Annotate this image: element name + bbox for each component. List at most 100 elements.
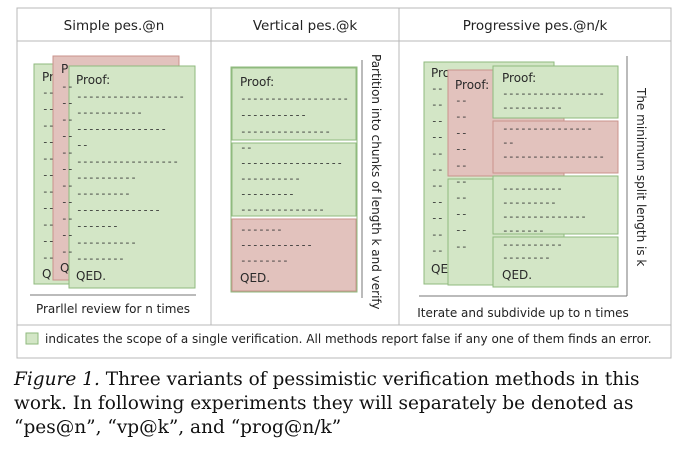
proof-line: -- bbox=[61, 163, 73, 176]
proof-line: -- bbox=[431, 147, 443, 160]
error-chunk-3 bbox=[231, 218, 357, 292]
proof-line: -- bbox=[431, 131, 443, 144]
proof-line: ----------------- bbox=[76, 155, 178, 168]
qed-label: QED. bbox=[76, 269, 106, 283]
panel-footer-simple: Prarllel review for n times bbox=[36, 302, 190, 316]
proof-line: -- bbox=[42, 185, 54, 198]
proof-line: -- bbox=[455, 207, 467, 220]
proof-line: --------- bbox=[240, 188, 294, 201]
proof-line: -------------- bbox=[240, 203, 324, 216]
proof-line: -- bbox=[42, 103, 54, 116]
panel-title-progressive: Progressive pes.@n/k bbox=[463, 18, 608, 34]
card-proof-fragment: Pro bbox=[431, 66, 450, 80]
proof-line: -- bbox=[455, 191, 467, 204]
proof-line: -------------- bbox=[76, 203, 160, 216]
proof-label: Proof: bbox=[76, 73, 110, 87]
proof-line: ---------- bbox=[76, 236, 136, 249]
proof-line: ----------- bbox=[76, 106, 142, 119]
proof-line: -- bbox=[61, 212, 73, 225]
proof-line: -------- bbox=[240, 254, 288, 267]
proof-line: -------- bbox=[76, 252, 124, 265]
proof-line: ------- bbox=[240, 223, 282, 236]
proof-line: -- bbox=[42, 136, 54, 149]
verification-quarter-3 bbox=[492, 175, 619, 235]
figure-caption: Figure 1. Three variants of pessimistic … bbox=[14, 368, 670, 440]
proof-line: -- bbox=[240, 141, 252, 154]
proof-line: ----------- bbox=[240, 109, 306, 122]
legend-text: indicates the scope of a single verifica… bbox=[45, 332, 652, 346]
proof-line: ---------- bbox=[502, 238, 562, 251]
proof-line: ----------------- bbox=[502, 150, 604, 163]
proof-line: -- bbox=[42, 119, 54, 132]
proof-line: -- bbox=[455, 159, 467, 172]
proof-line: -- bbox=[42, 152, 54, 165]
proof-line: -- bbox=[42, 169, 54, 182]
verification-card-front bbox=[68, 65, 196, 289]
proof-line: -- bbox=[42, 218, 54, 231]
proof-line: --------- bbox=[76, 187, 130, 200]
proof-line: -- bbox=[431, 228, 443, 241]
proof-line: -- bbox=[76, 139, 88, 152]
error-quarter-2 bbox=[492, 120, 619, 174]
panel-simple: Pr QE Pr QE Proof: QED. ----------------… bbox=[30, 55, 196, 316]
legend-swatch bbox=[25, 332, 39, 345]
proof-line: --------------- bbox=[240, 125, 330, 138]
proof-label: Proof: bbox=[240, 75, 274, 89]
card-proof-fragment: Proof: bbox=[455, 78, 489, 92]
proof-line: -------------- bbox=[502, 210, 586, 223]
figure-svg: .dash { font-family:"DejaVu Sans Mono", … bbox=[16, 7, 672, 359]
proof-line: -- bbox=[431, 98, 443, 111]
side-label-progressive: The minimum split length is k bbox=[634, 87, 648, 266]
verification-quarter-1 bbox=[492, 65, 619, 119]
card-proof-fragment: Pr bbox=[42, 70, 54, 84]
proof-line: -- bbox=[455, 224, 467, 237]
proof-line: -- bbox=[455, 175, 467, 188]
proof-line: ------------------ bbox=[76, 90, 184, 103]
proof-line: -- bbox=[502, 136, 514, 149]
proof-line: -- bbox=[431, 163, 443, 176]
proof-line: ----------------- bbox=[240, 157, 342, 170]
proof-line: ---------- bbox=[502, 101, 562, 114]
qed-label: QED. bbox=[240, 271, 270, 285]
proof-line: -- bbox=[431, 212, 443, 225]
proof-line: ------------------ bbox=[240, 92, 348, 105]
side-label-vertical: Partition into chunks of length k and ve… bbox=[369, 54, 383, 310]
proof-line: ------- bbox=[502, 224, 544, 237]
proof-line: ---------- bbox=[240, 172, 300, 185]
proof-line: --------------- bbox=[76, 122, 166, 135]
proof-line: ------------ bbox=[240, 239, 312, 252]
proof-line: -- bbox=[61, 113, 73, 126]
proof-line: -- bbox=[61, 146, 73, 159]
proof-line: -- bbox=[455, 143, 467, 156]
proof-line: -- bbox=[455, 94, 467, 107]
proof-line: ---------- bbox=[76, 171, 136, 184]
proof-line: -- bbox=[42, 202, 54, 215]
proof-line: -- bbox=[42, 251, 54, 264]
panel-footer-progressive: Iterate and subdivide up to n times bbox=[417, 306, 629, 320]
proof-dash-lines: ----------------------------------------… bbox=[240, 92, 349, 267]
caption-label: Figure 1. bbox=[14, 369, 100, 390]
panel-progressive: Pro QEI Proof: Proof: QED. -------------… bbox=[417, 56, 648, 320]
proof-line: -- bbox=[42, 235, 54, 248]
panel-title-vertical: Vertical pes.@k bbox=[253, 18, 358, 34]
proof-line: -- bbox=[61, 229, 73, 242]
proof-line: -- bbox=[455, 126, 467, 139]
proof-label: Proof: bbox=[502, 71, 536, 85]
panel-vertical: Proof: QED. ----------------------------… bbox=[230, 54, 383, 310]
proof-line: -- bbox=[61, 80, 73, 93]
proof-line: -- bbox=[455, 240, 467, 253]
proof-line: -- bbox=[61, 130, 73, 143]
proof-line: ----------------- bbox=[502, 87, 604, 100]
proof-line: ------- bbox=[76, 220, 118, 233]
caption-text: Three variants of pessimistic verificati… bbox=[14, 369, 640, 438]
proof-line: -- bbox=[431, 195, 443, 208]
proof-line: -- bbox=[431, 244, 443, 257]
proof-line: -- bbox=[431, 179, 443, 192]
proof-line: -- bbox=[61, 245, 73, 258]
panel-title-simple: Simple pes.@n bbox=[64, 18, 165, 34]
verification-quarter-4 bbox=[492, 236, 619, 288]
proof-line: --------- bbox=[502, 196, 556, 209]
proof-dash-lines: ----------------------------------------… bbox=[431, 82, 605, 264]
proof-dash-lines: ----------------------------------------… bbox=[76, 90, 185, 265]
